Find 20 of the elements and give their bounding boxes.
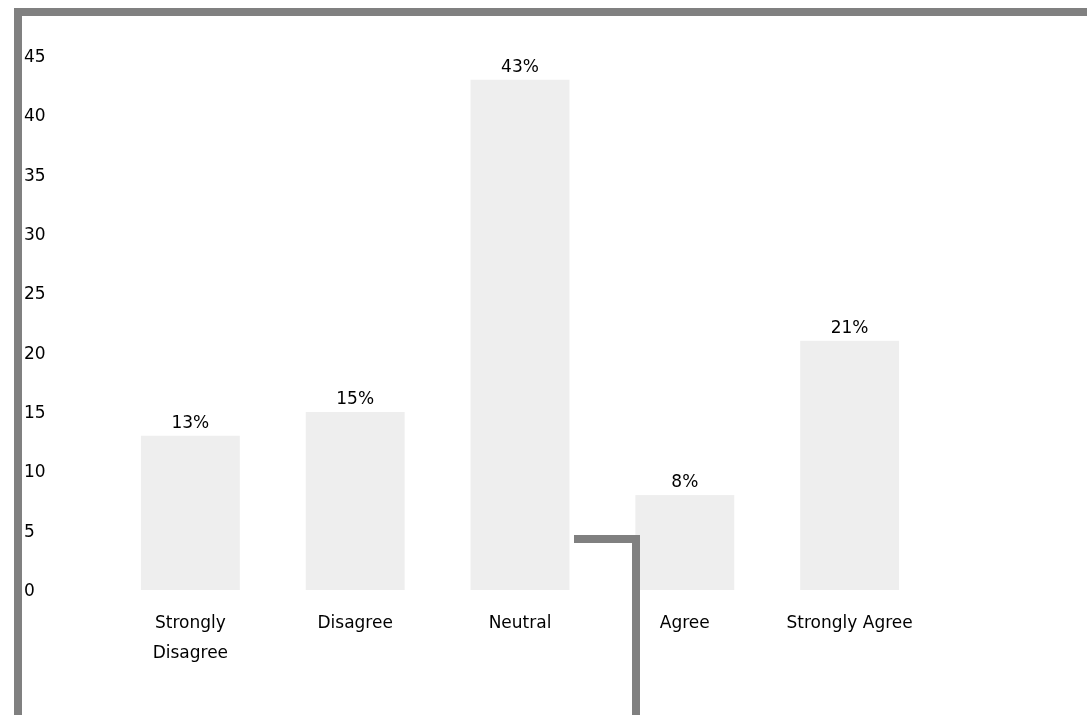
data-label: 15%	[336, 388, 375, 408]
x-tick-label: Neutral	[488, 612, 552, 632]
y-tick-label: 20	[24, 342, 46, 363]
y-tick-label: 10	[24, 461, 46, 482]
y-tick-label: 0	[24, 579, 35, 600]
y-tick-label: 40	[24, 105, 46, 126]
data-label: 43%	[501, 55, 539, 76]
x-tick-label: Strongly Disagree	[152, 612, 229, 662]
y-tick-label: 35	[24, 164, 46, 185]
y-tick-label: 45	[24, 45, 46, 66]
y-tick-label: 15	[24, 401, 46, 422]
y-tick-label: 30	[24, 223, 46, 244]
y-tick-label: 25	[24, 283, 46, 304]
x-tick-label: Strongly Agree	[786, 612, 913, 632]
y-tick-label: 5	[24, 520, 35, 541]
x-tick-label: Agree	[659, 612, 710, 632]
data-label: 13%	[171, 411, 210, 432]
x-tick-label: Disagree	[317, 612, 393, 632]
data-label: 21%	[830, 316, 869, 337]
data-label: 8%	[671, 471, 699, 492]
